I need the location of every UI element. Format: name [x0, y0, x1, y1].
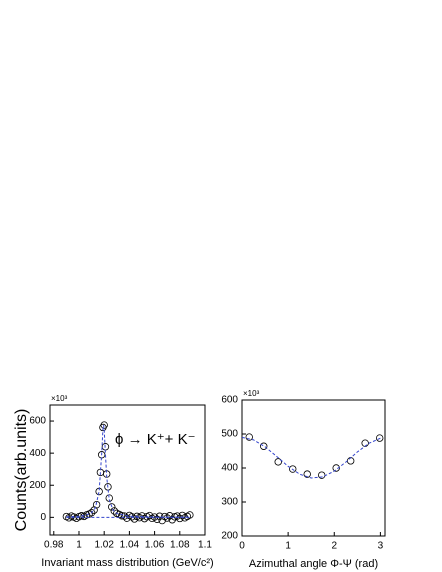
x-tick-label: 0 [239, 541, 245, 552]
data-point [186, 511, 194, 519]
data-point [346, 457, 355, 465]
y-tick-label: 600 [221, 395, 238, 406]
data-point [145, 511, 154, 520]
x-tick-label: 2 [331, 541, 337, 552]
data-point [245, 433, 253, 441]
fit-line [66, 424, 190, 518]
y-tick-label: 400 [221, 463, 238, 474]
data-point [166, 512, 174, 520]
x-axis-title: Invariant mass distribution (GeV/c²) [41, 557, 213, 569]
plot-frame [49, 404, 206, 536]
data-point [163, 514, 171, 522]
x-tick-label: 3 [378, 541, 384, 552]
data-point [123, 514, 131, 522]
plot-frame [241, 399, 386, 537]
data-point [318, 471, 326, 479]
data-point [130, 515, 139, 523]
x-tick-label: 1 [76, 540, 82, 551]
data-point [332, 464, 340, 472]
data-point [100, 421, 108, 429]
data-point [105, 494, 113, 502]
x-tick-label: 1.06 [145, 540, 165, 551]
x-tick-label: 1.08 [170, 540, 190, 551]
data-point [155, 512, 164, 520]
y-tick-label: 0 [40, 512, 46, 523]
data-point [138, 512, 146, 520]
y-tick-label: 400 [29, 448, 46, 459]
annotation: ϕ → K⁺+ K⁻ [115, 431, 196, 448]
x-tick-label: 1.02 [94, 540, 114, 551]
data-point [108, 503, 116, 511]
x-tick-label: 1.04 [120, 540, 140, 551]
data-point [92, 500, 101, 509]
x-tick-label: 0.98 [44, 540, 64, 551]
y-tick-label: 600 [29, 416, 46, 427]
data-point [375, 434, 384, 442]
data-point [274, 458, 282, 466]
y-tick-label: 500 [221, 429, 238, 440]
x-tick-label: 1.1 [198, 540, 212, 551]
fit-line [241, 436, 381, 479]
x-axis-title: Azimuthal angle Φ-Ψ (rad) [249, 558, 378, 570]
y-tick-label: 200 [221, 531, 238, 542]
data-point [118, 512, 126, 520]
data-point [303, 470, 311, 478]
y-multiplier: ×10³ [51, 394, 68, 403]
x-tick-label: 1 [285, 541, 291, 552]
data-point [178, 511, 187, 520]
data-point [289, 465, 297, 473]
data-point [87, 508, 96, 517]
y-tick-label: 300 [221, 497, 238, 508]
y-axis-title: Counts(arb.units) [13, 409, 30, 532]
data-point [260, 442, 268, 450]
data-point [361, 439, 369, 447]
data-point [173, 512, 181, 520]
data-point [110, 507, 118, 515]
y-tick-label: 200 [29, 480, 46, 491]
y-multiplier: ×10³ [243, 389, 260, 398]
